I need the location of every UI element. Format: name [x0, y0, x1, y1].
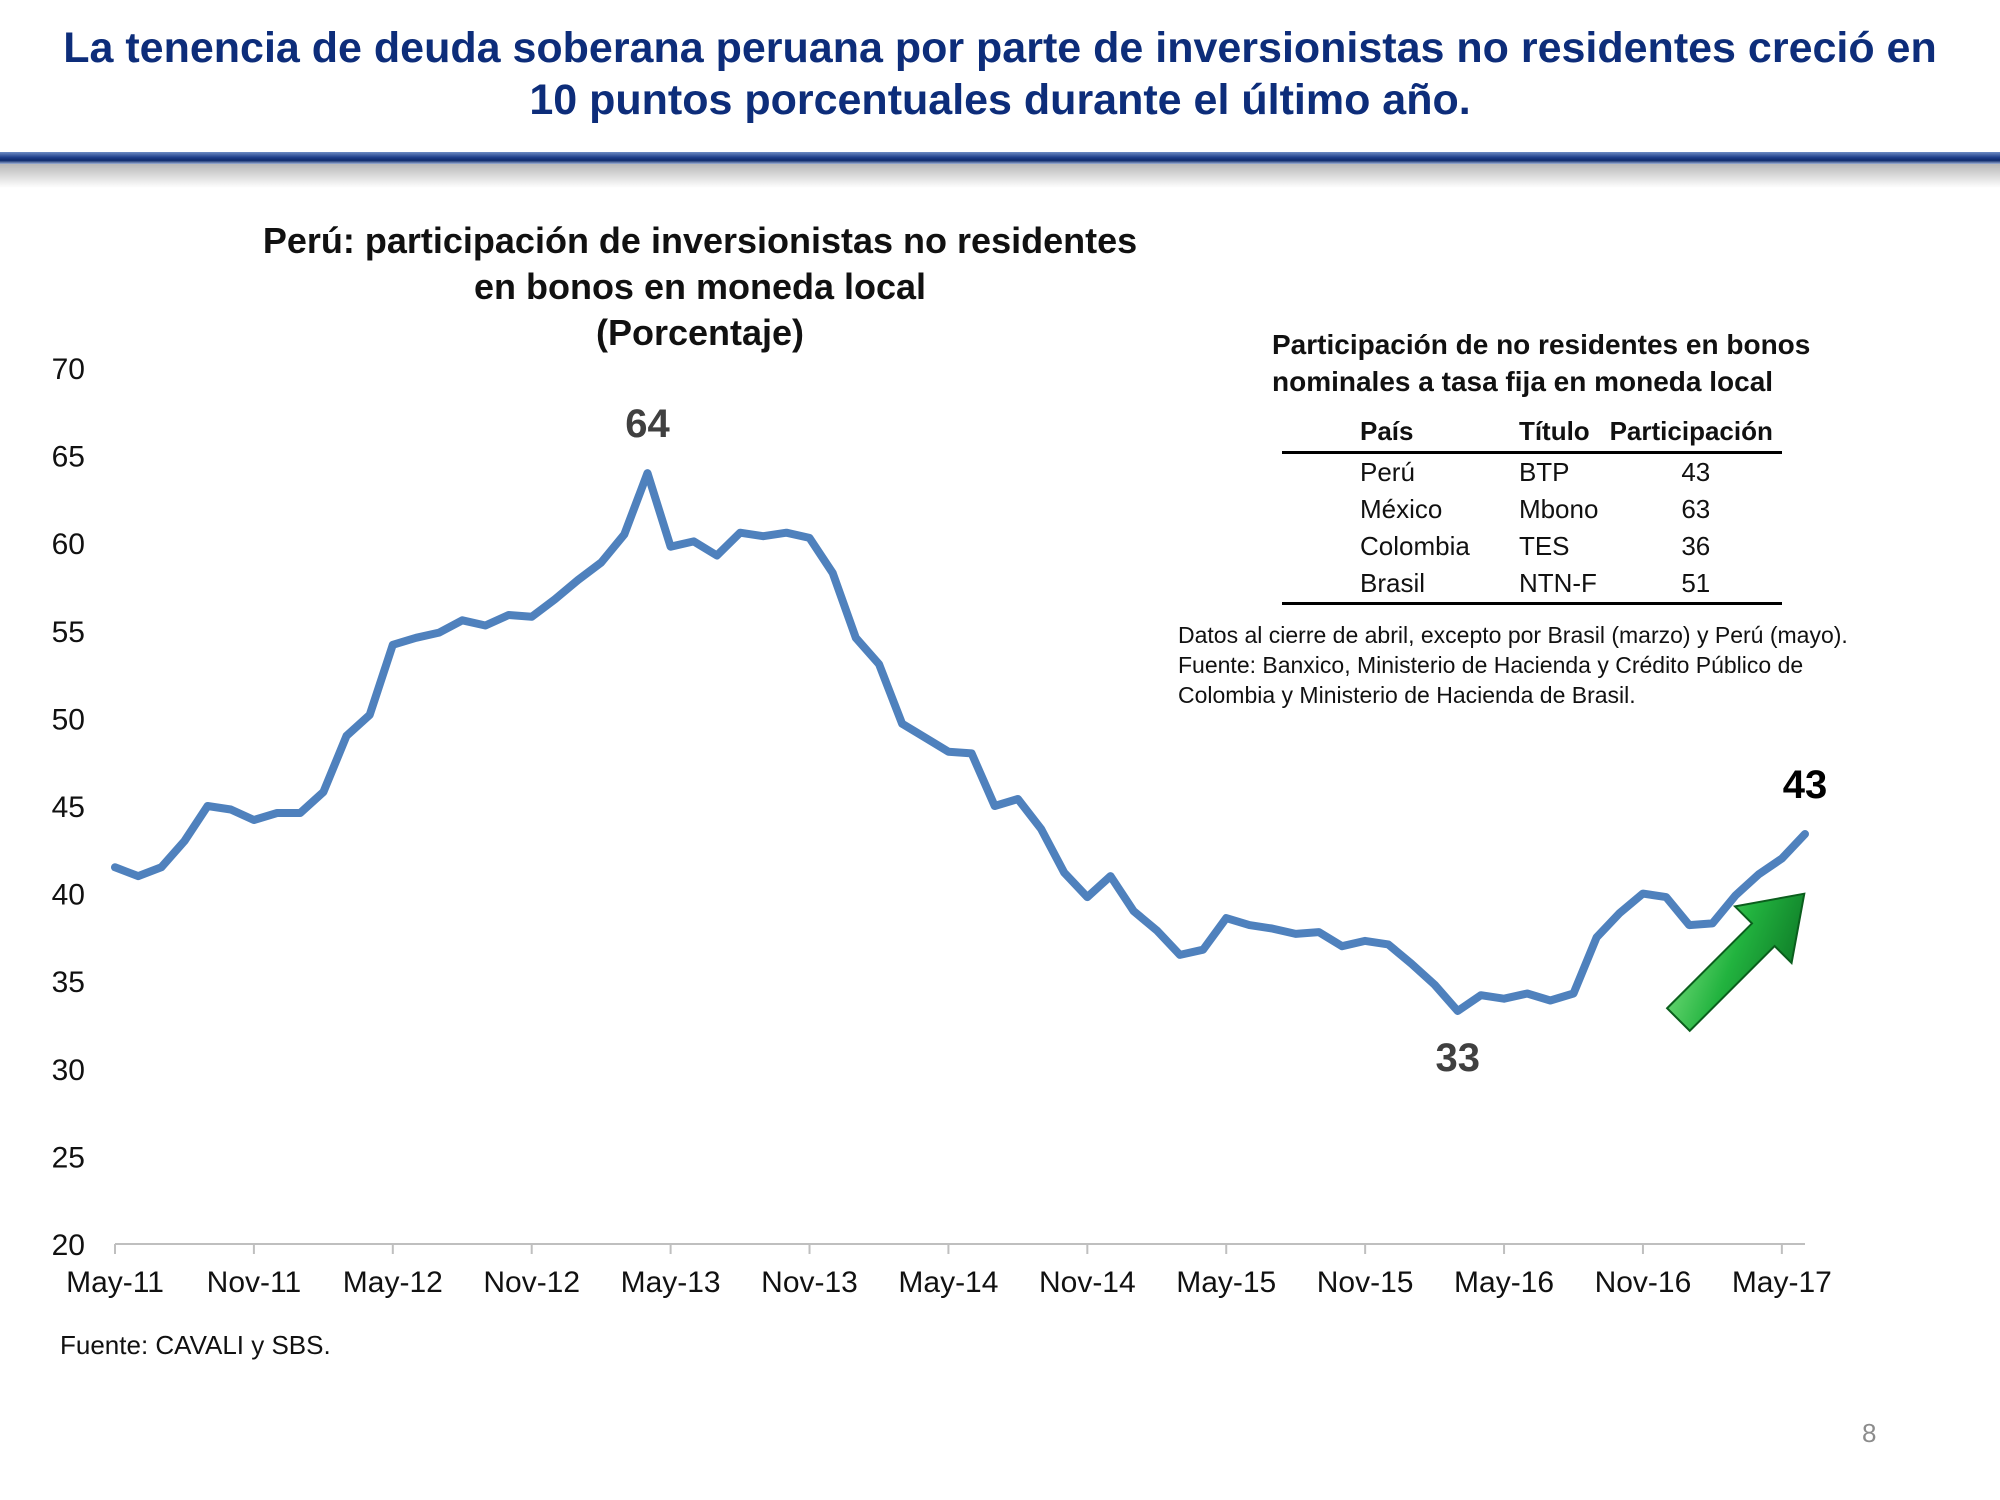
- cell-pais: Perú: [1360, 457, 1415, 487]
- x-tick-label: Nov-14: [1039, 1266, 1136, 1299]
- cell-titulo: Mbono: [1518, 494, 1599, 524]
- chart-title: Perú: participación de inversionistas no…: [140, 218, 1260, 356]
- cell-titulo: NTN-F: [1518, 565, 1610, 605]
- y-tick-label: 45: [52, 791, 85, 824]
- x-axis: May-11 Nov-11 May-12 Nov-12 May-13 Nov-13 May-…: [66, 1243, 1832, 1299]
- cell-titulo: TES: [1518, 531, 1570, 561]
- series-layer: [111, 469, 1809, 1015]
- cell-pais: Colombia: [1360, 531, 1470, 561]
- inset-title-line-1: Participación de no residentes en bonos: [1272, 329, 1811, 360]
- x-tick-label: Nov-13: [761, 1266, 858, 1299]
- x-tick-label: Nov-16: [1595, 1266, 1692, 1299]
- data-label: 33: [1435, 1036, 1480, 1080]
- table-row: Perú BTP 43: [1282, 453, 1782, 492]
- cell-participacion: 43: [1681, 457, 1711, 487]
- data-label: 64: [625, 402, 670, 446]
- x-tick-label: May-17: [1732, 1266, 1832, 1299]
- table-header-row: País Título Participación: [1282, 412, 1782, 454]
- x-tick-label: May-13: [621, 1266, 721, 1299]
- chart-title-line-2: en bonos en moneda local: [473, 266, 927, 307]
- x-tick-label: Nov-12: [483, 1266, 580, 1299]
- x-tick-label: May-16: [1454, 1266, 1554, 1299]
- slide-title: La tenencia de deuda soberana peruana po…: [20, 22, 1980, 126]
- x-tick-label: May-11: [66, 1266, 164, 1299]
- y-tick-label: 50: [52, 703, 85, 736]
- inset-panel: Participación de no residentes en bonos …: [1272, 326, 1912, 605]
- y-tick-label: 60: [52, 528, 85, 561]
- cell-participacion: 63: [1681, 494, 1711, 524]
- slide-title-line-2: 10 puntos porcentuales durante el último…: [529, 76, 1471, 124]
- cell-titulo: BTP: [1518, 457, 1570, 487]
- table-row: Colombia TES 36: [1282, 528, 1782, 565]
- x-tick-label: May-14: [898, 1266, 998, 1299]
- x-tick-label: May-15: [1176, 1266, 1276, 1299]
- inset-notes: Datos al cierre de abril, excepto por Br…: [1178, 620, 1958, 710]
- source-note: Fuente: CAVALI y SBS.: [60, 1330, 331, 1360]
- page-number: 8: [1862, 1418, 1877, 1448]
- slide-title-line-1: La tenencia de deuda soberana peruana po…: [63, 24, 1937, 72]
- y-tick-label: 55: [52, 616, 85, 649]
- header-pais: País: [1282, 412, 1519, 454]
- y-tick-label: 20: [52, 1229, 85, 1262]
- x-tick-label: May-12: [343, 1266, 443, 1299]
- title-divider-bar: [0, 152, 2000, 164]
- x-tick-label: Nov-11: [207, 1266, 301, 1299]
- inset-note-line-3: Colombia y Ministerio de Hacienda de Bra…: [1178, 682, 1636, 708]
- x-tick-label: Nov-15: [1317, 1266, 1414, 1299]
- series-line: [111, 469, 1809, 1015]
- inset-title: Participación de no residentes en bonos …: [1272, 326, 1912, 400]
- arrow-body: [1665, 892, 1806, 1033]
- cell-pais: México: [1360, 494, 1443, 524]
- cell-participacion: 36: [1681, 531, 1711, 561]
- cell-pais: Brasil: [1282, 565, 1519, 605]
- up-right-arrow-shape: [1665, 892, 1806, 1033]
- table-row: México Mbono 63: [1282, 491, 1782, 528]
- y-tick-label: 40: [52, 879, 85, 912]
- data-label: 43: [1783, 763, 1828, 807]
- header-titulo: Título: [1518, 412, 1610, 454]
- table-row: Brasil NTN-F 51: [1282, 565, 1782, 605]
- cell-participacion: 51: [1609, 565, 1782, 605]
- y-tick-label: 65: [52, 441, 85, 474]
- y-tick-label: 25: [52, 1141, 85, 1174]
- y-axis: 20 25 30 35 40 45 50 55 60 65 70: [52, 353, 85, 1262]
- inset-note-line-1: Datos al cierre de abril, excepto por Br…: [1178, 622, 1848, 648]
- title-divider-shadow: [0, 164, 2000, 188]
- inset-title-line-2: nominales a tasa fija en moneda local: [1272, 366, 1774, 397]
- annotation-layer: 64 33 43: [625, 402, 1827, 1080]
- inset-note-line-2: Fuente: Banxico, Ministerio de Hacienda …: [1178, 652, 1804, 678]
- y-tick-label: 35: [52, 966, 85, 999]
- y-tick-label: 30: [52, 1054, 85, 1087]
- chart-title-line-3: (Porcentaje): [595, 312, 805, 353]
- header-participacion: Participación: [1609, 412, 1782, 454]
- participation-table: País Título Participación Perú BTP 43 Mé…: [1282, 412, 1782, 605]
- chart-title-line-1: Perú: participación de inversionistas no…: [262, 220, 1138, 261]
- y-tick-label: 70: [52, 353, 85, 386]
- up-right-arrow-icon: [1665, 892, 1806, 1033]
